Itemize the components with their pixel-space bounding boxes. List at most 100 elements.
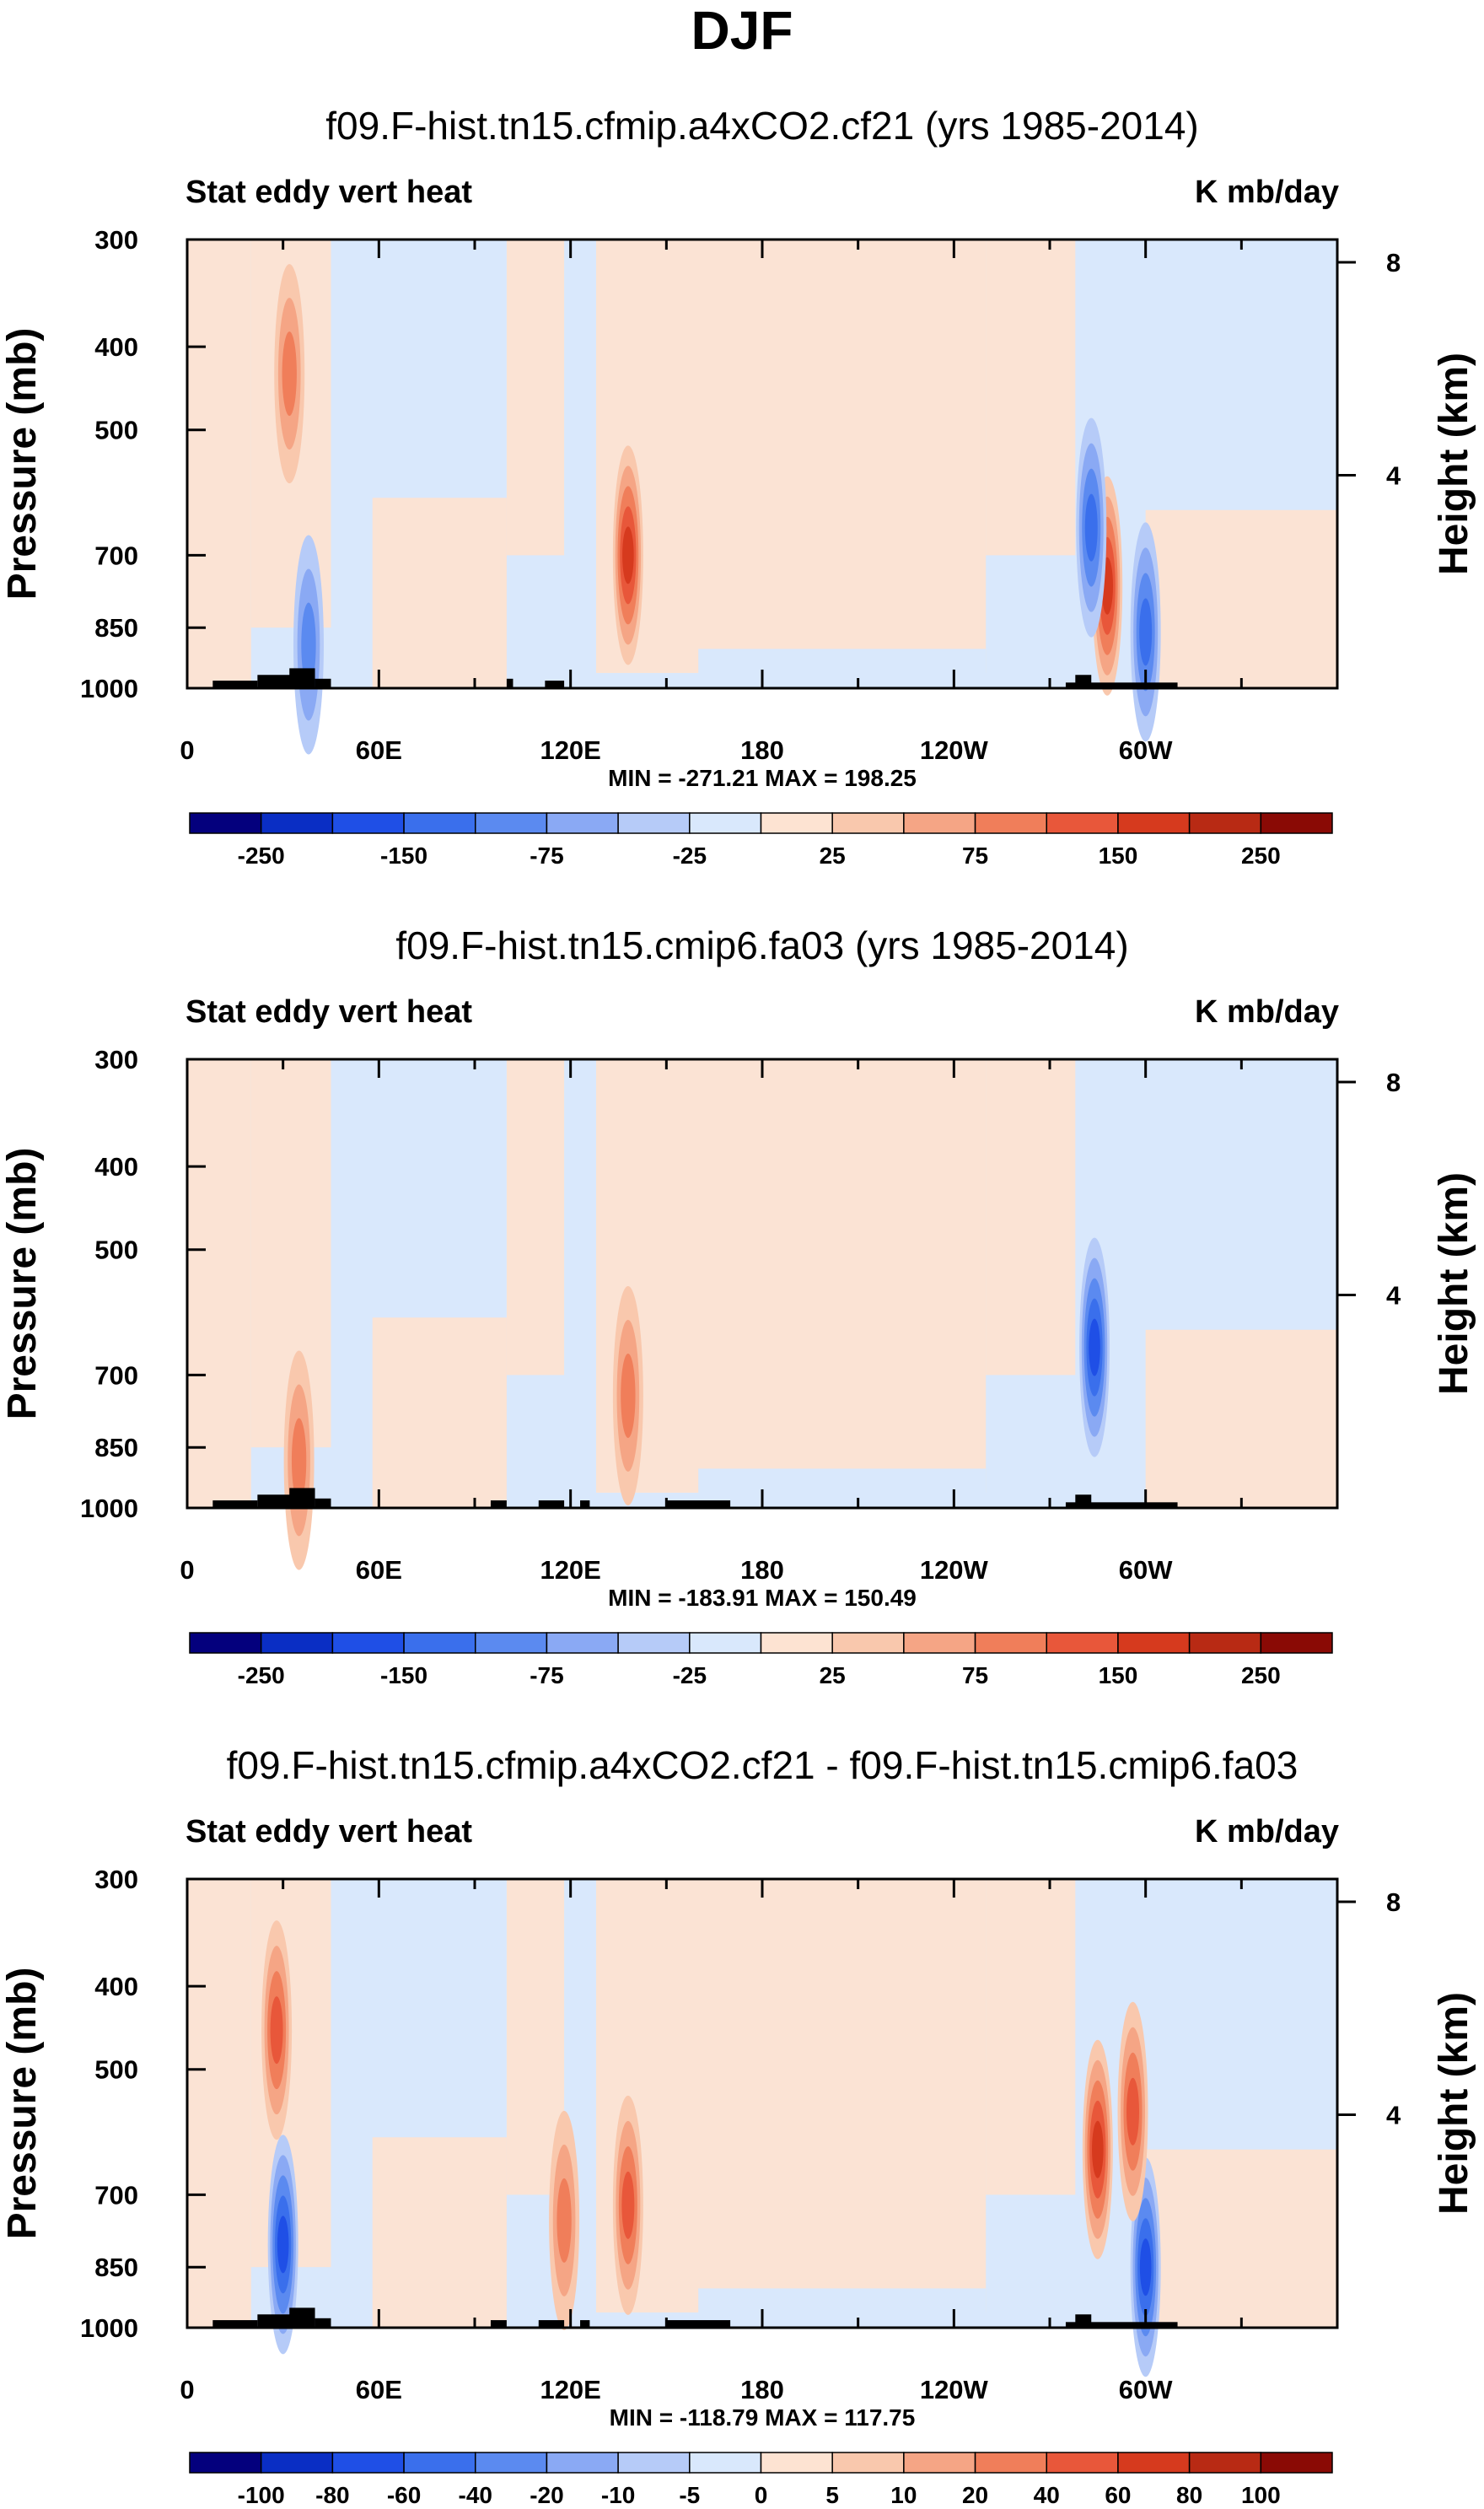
y-tick-label: 850 — [94, 2253, 138, 2282]
contour-field — [187, 1059, 1337, 1570]
colorbar-label: 250 — [1241, 1662, 1281, 1688]
colorbar-label: 25 — [820, 843, 846, 869]
colorbar-swatch — [331, 812, 405, 834]
panel-1: f09.F-hist.tn15.cfmip.a4xCO2.cf21 (yrs 1… — [0, 104, 1476, 869]
variable-label: Stat eddy vert heat — [186, 1814, 472, 1849]
colorbar: -100 -80 -60 -40 -20 -10 -5 0 5 10 20 40 60 80 100 — [189, 2452, 1333, 2508]
terrain-block — [289, 2307, 315, 2328]
x-tick-label: 120W — [920, 1555, 989, 1585]
panel-2: f09.F-hist.tn15.cmip6.fa03 (yrs 1985-201… — [0, 923, 1476, 1688]
y-axis-label: Pressure (mb) — [0, 328, 45, 600]
terrain-block — [257, 675, 299, 688]
colorbar-swatch — [1117, 2452, 1191, 2474]
colorbar-swatch — [546, 812, 619, 834]
positive-region — [506, 1059, 565, 1376]
contour-field — [187, 1879, 1337, 2377]
colorbar-label: -100 — [238, 2482, 285, 2508]
terrain-block — [212, 2320, 258, 2328]
contour-pos-4 — [1092, 2120, 1104, 2178]
units-label: K mb/day — [1195, 175, 1339, 210]
negative-region — [698, 649, 987, 688]
x-tick-label: 60W — [1119, 2375, 1173, 2404]
contour-neg-2 — [1089, 1318, 1100, 1376]
colorbar-swatch — [403, 1632, 476, 1654]
panel-title: f09.F-hist.tn15.cfmip.a4xCO2.cf21 (yrs 1… — [325, 104, 1198, 148]
positive-region — [1145, 2149, 1337, 2328]
right-tick-label: 8 — [1386, 248, 1401, 277]
x-tick-label: 180 — [740, 2375, 784, 2404]
colorbar-label: 75 — [962, 1662, 988, 1688]
contour-field — [187, 240, 1337, 755]
right-tick-label: 8 — [1386, 1887, 1401, 1917]
contour-neg-5 — [1139, 598, 1153, 666]
colorbar-swatch — [475, 812, 548, 834]
negative-region — [698, 1468, 987, 1508]
colorbar-label: 150 — [1099, 843, 1138, 869]
colorbar-label: -10 — [601, 2482, 635, 2508]
positive-region — [1145, 509, 1337, 688]
positive-region — [1145, 1329, 1337, 1508]
colorbar-label: 100 — [1241, 2482, 1281, 2508]
colorbar-label: -25 — [673, 843, 707, 869]
y-tick-label: 300 — [94, 225, 138, 255]
contour-pos-2 — [622, 526, 634, 584]
colorbar-swatch — [546, 2452, 619, 2474]
terrain-block — [666, 2320, 731, 2328]
terrain-block — [666, 1500, 731, 1508]
units-label: K mb/day — [1195, 994, 1339, 1030]
y-axis: 300 400 500 700 850 1000 Pressure (mb) — [0, 1865, 206, 2343]
contour-pos-3 — [556, 2178, 572, 2263]
positive-region — [372, 2137, 507, 2328]
contour-pos-0 — [282, 331, 297, 417]
colorbar-label: 60 — [1105, 2482, 1131, 2508]
topography-mask — [212, 2307, 1178, 2328]
colorbar-label: -150 — [380, 843, 427, 869]
terrain-block — [212, 681, 258, 688]
right-axis: 4 8 Height (km) — [1337, 248, 1476, 575]
colorbar-swatch — [903, 812, 976, 834]
colorbar-label: -40 — [459, 2482, 492, 2508]
x-tick-label: 60W — [1119, 735, 1173, 765]
colorbar-swatch — [617, 812, 691, 834]
terrain-block — [1065, 682, 1178, 688]
colorbar-swatch — [1046, 1632, 1119, 1654]
positive-region — [595, 1059, 987, 1493]
terrain-block — [289, 668, 315, 688]
y-axis: 300 400 500 700 850 1000 Pressure (mb) — [0, 225, 206, 703]
colorbar-swatch — [1117, 1632, 1191, 1654]
terrain-block — [315, 678, 331, 688]
terrain-block — [1075, 675, 1092, 688]
positive-region — [986, 1879, 1076, 2195]
colorbar-label: 5 — [825, 2482, 839, 2508]
colorbar-swatch — [403, 812, 476, 834]
colorbar-label: -80 — [315, 2482, 349, 2508]
x-tick-label: 60W — [1119, 1555, 1173, 1585]
colorbar-swatch — [1260, 812, 1333, 834]
y-tick-label: 500 — [94, 1236, 138, 1265]
terrain-block — [506, 678, 513, 688]
colorbar-swatch — [760, 2452, 833, 2474]
positive-region — [372, 1317, 507, 1508]
contour-neg-4 — [1084, 493, 1098, 562]
terrain-block — [1065, 2322, 1178, 2328]
colorbar-swatch — [1188, 812, 1262, 834]
colorbar-label: 250 — [1241, 843, 1281, 869]
y-tick-label: 700 — [94, 1360, 138, 1390]
colorbar-label: -60 — [387, 2482, 421, 2508]
x-tick-label: 180 — [740, 735, 784, 765]
colorbar-swatch — [760, 1632, 833, 1654]
colorbar-label: -5 — [679, 2482, 700, 2508]
y-tick-label: 1000 — [80, 2313, 138, 2343]
colorbar-swatch — [903, 2452, 976, 2474]
x-tick-label: 120W — [920, 2375, 989, 2404]
x-tick-label: 0 — [180, 2375, 194, 2404]
colorbar-swatch — [1260, 1632, 1333, 1654]
variable-label: Stat eddy vert heat — [186, 175, 472, 210]
x-axis: 0 60E 120E 180 120W 60W — [180, 240, 1339, 765]
colorbar-label: -150 — [380, 1662, 427, 1688]
y-tick-label: 500 — [94, 416, 138, 445]
colorbar-label: -75 — [530, 843, 563, 869]
positive-region — [187, 1059, 251, 1508]
y-tick-label: 400 — [94, 1972, 138, 2001]
y-tick-label: 1000 — [80, 1494, 138, 1523]
